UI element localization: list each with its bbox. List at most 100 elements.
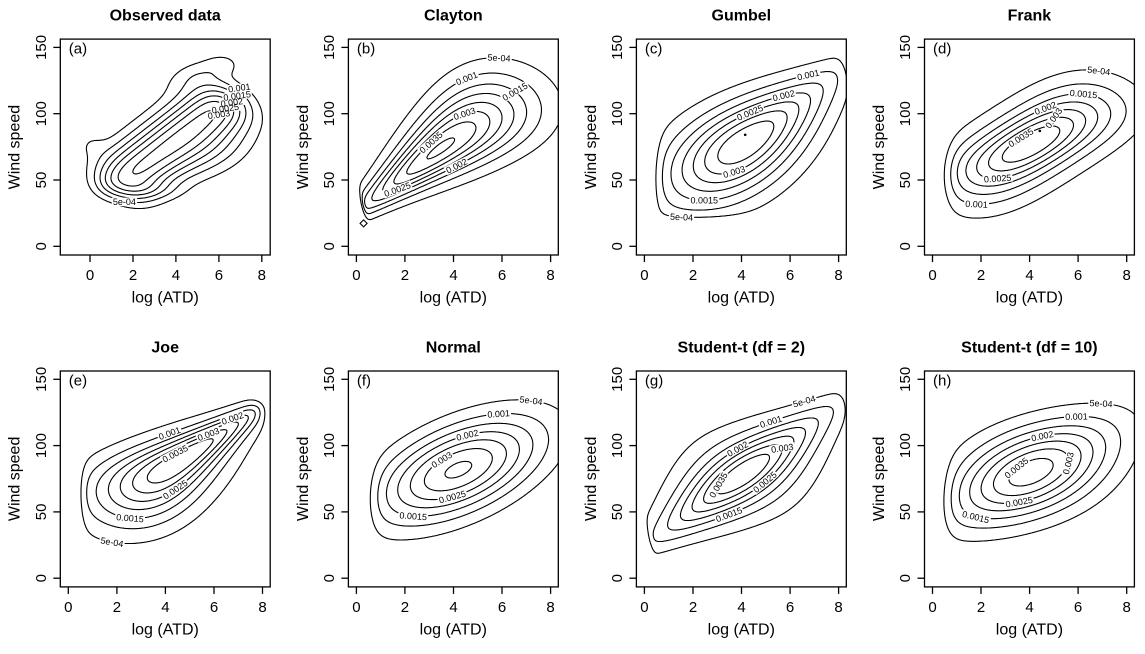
svg-text:100: 100 (321, 101, 338, 126)
svg-text:0.0015: 0.0015 (223, 89, 252, 103)
svg-text:log (ATD): log (ATD) (132, 290, 199, 307)
svg-text:(h): (h) (933, 372, 951, 389)
svg-text:0.0015: 0.0015 (116, 512, 144, 524)
svg-text:150: 150 (897, 35, 914, 60)
svg-text:0: 0 (640, 599, 648, 616)
svg-text:0.0015: 0.0015 (691, 196, 719, 206)
svg-text:4: 4 (449, 267, 457, 284)
svg-text:Wind speed: Wind speed (295, 437, 312, 522)
svg-text:Wind speed: Wind speed (871, 437, 888, 522)
svg-text:5e-04: 5e-04 (670, 212, 694, 223)
svg-text:Wind speed: Wind speed (583, 437, 600, 522)
svg-text:100: 100 (33, 101, 50, 126)
svg-text:log (ATD): log (ATD) (996, 290, 1063, 307)
svg-text:0.003: 0.003 (770, 442, 794, 455)
svg-text:(a): (a) (69, 41, 87, 58)
svg-text:50: 50 (609, 172, 626, 189)
svg-text:0: 0 (609, 242, 626, 250)
svg-text:8: 8 (258, 267, 266, 284)
svg-text:8: 8 (834, 267, 842, 284)
svg-text:150: 150 (609, 367, 626, 392)
svg-text:8: 8 (834, 599, 842, 616)
svg-text:Wind speed: Wind speed (295, 105, 312, 190)
svg-text:8: 8 (546, 599, 554, 616)
svg-text:(e): (e) (69, 372, 87, 389)
svg-text:Student-t (df = 2): Student-t (df = 2) (678, 339, 806, 356)
svg-text:5e-04: 5e-04 (113, 197, 136, 207)
svg-text:0.003: 0.003 (1061, 451, 1076, 475)
svg-text:50: 50 (33, 504, 50, 521)
svg-text:0: 0 (64, 599, 72, 616)
svg-text:0: 0 (897, 574, 914, 582)
svg-text:150: 150 (897, 367, 914, 392)
svg-text:0.001: 0.001 (796, 68, 820, 83)
svg-text:150: 150 (321, 367, 338, 392)
svg-text:150: 150 (321, 35, 338, 60)
svg-text:0.001: 0.001 (965, 199, 988, 210)
svg-text:log (ATD): log (ATD) (420, 290, 487, 307)
svg-text:50: 50 (609, 504, 626, 521)
svg-text:0.002: 0.002 (1030, 429, 1054, 443)
svg-text:100: 100 (321, 433, 338, 458)
svg-text:6: 6 (210, 599, 218, 616)
svg-text:0: 0 (897, 242, 914, 250)
svg-text:50: 50 (33, 172, 50, 189)
svg-text:2: 2 (129, 267, 137, 284)
svg-text:50: 50 (321, 504, 338, 521)
svg-text:Observed data: Observed data (110, 7, 221, 24)
svg-text:Student-t (df = 10): Student-t (df = 10) (961, 339, 1097, 356)
svg-text:0: 0 (321, 242, 338, 250)
svg-text:Wind speed: Wind speed (871, 105, 888, 190)
svg-text:log (ATD): log (ATD) (996, 622, 1063, 639)
svg-text:6: 6 (215, 267, 223, 284)
svg-text:Frank: Frank (1008, 7, 1052, 24)
svg-text:Clayton: Clayton (424, 7, 483, 24)
svg-text:0.0025: 0.0025 (984, 173, 1012, 185)
svg-text:50: 50 (321, 172, 338, 189)
svg-text:(c): (c) (645, 41, 663, 58)
svg-text:8: 8 (258, 599, 266, 616)
svg-text:0: 0 (609, 574, 626, 582)
svg-text:0.0025: 0.0025 (211, 102, 240, 116)
svg-text:150: 150 (33, 35, 50, 60)
svg-text:0.0015: 0.0015 (399, 510, 427, 522)
svg-text:150: 150 (609, 35, 626, 60)
svg-text:2: 2 (401, 599, 409, 616)
svg-text:100: 100 (33, 433, 50, 458)
svg-text:2: 2 (977, 267, 985, 284)
svg-text:log (ATD): log (ATD) (708, 622, 775, 639)
svg-text:(d): (d) (933, 41, 951, 58)
svg-text:2: 2 (689, 267, 697, 284)
svg-text:4: 4 (449, 599, 457, 616)
svg-text:4: 4 (172, 267, 180, 284)
svg-text:5e-04: 5e-04 (1089, 398, 1113, 409)
svg-text:0: 0 (928, 599, 936, 616)
svg-text:100: 100 (609, 101, 626, 126)
svg-text:4: 4 (161, 599, 169, 616)
svg-text:6: 6 (498, 267, 506, 284)
svg-text:5e-04: 5e-04 (519, 394, 543, 407)
svg-text:8: 8 (1123, 267, 1131, 284)
svg-text:8: 8 (1123, 599, 1131, 616)
svg-text:Joe: Joe (151, 339, 179, 356)
svg-text:4: 4 (1025, 267, 1033, 284)
svg-text:100: 100 (897, 433, 914, 458)
svg-text:0.001: 0.001 (1065, 412, 1088, 422)
svg-text:6: 6 (498, 599, 506, 616)
svg-text:2: 2 (689, 599, 697, 616)
svg-text:Wind speed: Wind speed (583, 105, 600, 190)
svg-text:0.0025: 0.0025 (1005, 495, 1034, 510)
svg-text:5e-04: 5e-04 (487, 52, 511, 63)
svg-text:4: 4 (737, 267, 745, 284)
svg-text:0: 0 (86, 267, 94, 284)
svg-text:100: 100 (897, 101, 914, 126)
svg-text:6: 6 (1074, 599, 1082, 616)
svg-text:5e-04: 5e-04 (100, 535, 124, 549)
svg-text:4: 4 (1025, 599, 1033, 616)
svg-text:8: 8 (546, 267, 554, 284)
svg-text:0: 0 (33, 574, 50, 582)
svg-text:50: 50 (897, 172, 914, 189)
svg-text:(f): (f) (357, 372, 371, 389)
svg-text:6: 6 (786, 267, 794, 284)
svg-text:Wind speed: Wind speed (7, 105, 24, 190)
